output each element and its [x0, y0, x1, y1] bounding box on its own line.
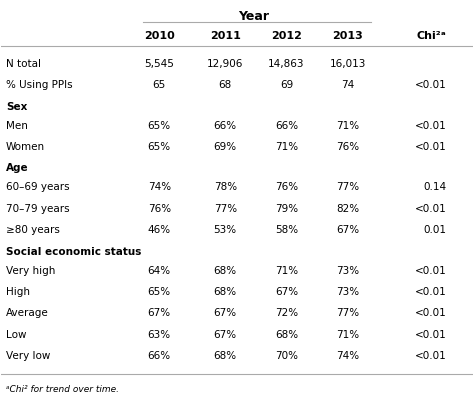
Text: 71%: 71% [275, 142, 298, 152]
Text: 68: 68 [219, 80, 232, 90]
Text: High: High [6, 287, 30, 297]
Text: 68%: 68% [214, 351, 237, 361]
Text: <0.01: <0.01 [415, 204, 447, 214]
Text: 66%: 66% [214, 120, 237, 130]
Text: Sex: Sex [6, 102, 27, 112]
Text: ≥80 years: ≥80 years [6, 225, 60, 235]
Text: 74%: 74% [336, 351, 359, 361]
Text: 77%: 77% [336, 308, 359, 318]
Text: Year: Year [238, 10, 269, 23]
Text: % Using PPIs: % Using PPIs [6, 80, 73, 90]
Text: N total: N total [6, 59, 41, 69]
Text: 71%: 71% [336, 330, 359, 340]
Text: 67%: 67% [214, 308, 237, 318]
Text: 76%: 76% [336, 142, 359, 152]
Text: 82%: 82% [336, 204, 359, 214]
Text: 69: 69 [280, 80, 293, 90]
Text: Social economic status: Social economic status [6, 247, 141, 257]
Text: 71%: 71% [336, 120, 359, 130]
Text: Average: Average [6, 308, 49, 318]
Text: 73%: 73% [336, 266, 359, 276]
Text: <0.01: <0.01 [415, 120, 447, 130]
Text: 74%: 74% [148, 182, 171, 192]
Text: 65%: 65% [148, 120, 171, 130]
Text: 2013: 2013 [332, 31, 363, 41]
Text: Very high: Very high [6, 266, 55, 276]
Text: 77%: 77% [214, 204, 237, 214]
Text: Men: Men [6, 120, 28, 130]
Text: 72%: 72% [275, 308, 298, 318]
Text: 76%: 76% [148, 204, 171, 214]
Text: Low: Low [6, 330, 27, 340]
Text: 73%: 73% [336, 287, 359, 297]
Text: ᵃChi² for trend over time.: ᵃChi² for trend over time. [6, 385, 119, 394]
Text: 65: 65 [153, 80, 166, 90]
Text: 64%: 64% [148, 266, 171, 276]
Text: 68%: 68% [214, 266, 237, 276]
Text: Chi²ᵃ: Chi²ᵃ [417, 31, 447, 41]
Text: 65%: 65% [148, 142, 171, 152]
Text: Age: Age [6, 164, 29, 174]
Text: 67%: 67% [275, 287, 298, 297]
Text: <0.01: <0.01 [415, 308, 447, 318]
Text: 53%: 53% [214, 225, 237, 235]
Text: 77%: 77% [336, 182, 359, 192]
Text: 76%: 76% [275, 182, 298, 192]
Text: <0.01: <0.01 [415, 266, 447, 276]
Text: Very low: Very low [6, 351, 50, 361]
Text: 2010: 2010 [144, 31, 174, 41]
Text: 68%: 68% [275, 330, 298, 340]
Text: <0.01: <0.01 [415, 330, 447, 340]
Text: 69%: 69% [214, 142, 237, 152]
Text: 58%: 58% [275, 225, 298, 235]
Text: <0.01: <0.01 [415, 142, 447, 152]
Text: 2011: 2011 [210, 31, 241, 41]
Text: 46%: 46% [148, 225, 171, 235]
Text: Women: Women [6, 142, 45, 152]
Text: 12,906: 12,906 [207, 59, 244, 69]
Text: 67%: 67% [214, 330, 237, 340]
Text: 63%: 63% [148, 330, 171, 340]
Text: 71%: 71% [275, 266, 298, 276]
Text: 70%: 70% [275, 351, 298, 361]
Text: 78%: 78% [214, 182, 237, 192]
Text: 68%: 68% [214, 287, 237, 297]
Text: 67%: 67% [336, 225, 359, 235]
Text: 0.01: 0.01 [424, 225, 447, 235]
Text: 65%: 65% [148, 287, 171, 297]
Text: <0.01: <0.01 [415, 80, 447, 90]
Text: 2012: 2012 [271, 31, 302, 41]
Text: 66%: 66% [275, 120, 298, 130]
Text: <0.01: <0.01 [415, 351, 447, 361]
Text: 5,545: 5,545 [144, 59, 174, 69]
Text: 0.14: 0.14 [424, 182, 447, 192]
Text: 16,013: 16,013 [329, 59, 366, 69]
Text: 74: 74 [341, 80, 355, 90]
Text: 14,863: 14,863 [268, 59, 305, 69]
Text: 66%: 66% [148, 351, 171, 361]
Text: <0.01: <0.01 [415, 287, 447, 297]
Text: 79%: 79% [275, 204, 298, 214]
Text: 60–69 years: 60–69 years [6, 182, 70, 192]
Text: 70–79 years: 70–79 years [6, 204, 70, 214]
Text: 67%: 67% [148, 308, 171, 318]
